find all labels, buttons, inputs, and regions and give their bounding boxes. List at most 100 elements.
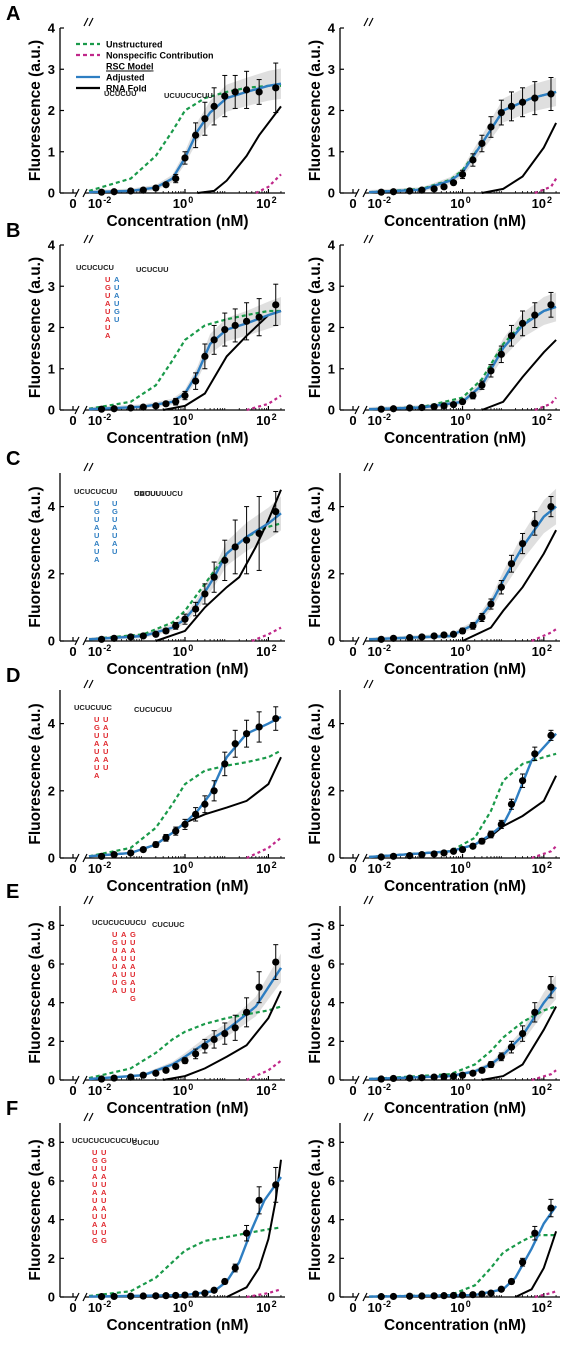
x-tick-label: 102 <box>532 643 552 659</box>
y-tick-label: 8 <box>328 1135 335 1150</box>
x-tick-exponent: -2 <box>383 412 391 422</box>
data-point <box>201 115 209 123</box>
series-rna-fold <box>226 1159 282 1298</box>
rna-base: U <box>130 938 135 947</box>
data-point <box>162 1292 170 1300</box>
data-point <box>272 958 280 966</box>
axis-break-mark <box>362 636 368 646</box>
rna-base: A <box>92 1172 98 1181</box>
axis-break-mark <box>74 853 80 863</box>
rna-base: U <box>103 731 108 740</box>
data-point <box>458 398 467 406</box>
series-rna-fold <box>481 122 557 194</box>
x-tick-label: 10-2 <box>88 412 111 428</box>
rna-base: U <box>130 986 135 995</box>
data-point <box>497 1285 505 1293</box>
data-point <box>507 800 516 808</box>
x-tick-exponent: -2 <box>383 195 391 205</box>
rna-strand: UCUCUU <box>104 89 137 98</box>
axis-break-mark <box>363 17 369 27</box>
axis-break-mark <box>354 405 360 415</box>
data-point <box>192 377 200 385</box>
confidence-band <box>89 68 281 193</box>
series-nonspecific <box>251 626 282 643</box>
data-point <box>210 102 218 110</box>
rna-base: A <box>94 739 100 748</box>
x-tick-label: 10-2 <box>88 195 111 211</box>
x-tick-exponent: -2 <box>103 643 111 653</box>
y-tick-label: 6 <box>328 1174 335 1189</box>
y-tick-label: 4 <box>48 21 56 36</box>
x-tick-label: 100 <box>173 860 193 876</box>
x-tick-label: 10-2 <box>367 412 390 428</box>
x-axis-label: Concentration (nM) <box>384 1317 526 1334</box>
y-tick-label: 4 <box>48 995 56 1010</box>
x-tick-exponent: 0 <box>188 860 193 870</box>
axis-break-mark <box>368 17 374 27</box>
rna-base: U <box>92 1180 97 1189</box>
data-point <box>507 102 516 110</box>
axis-break-mark <box>74 1292 80 1302</box>
data-point <box>478 1290 486 1298</box>
data-point <box>487 830 495 839</box>
rna-base: U <box>92 1196 97 1205</box>
x-tick-exponent: -2 <box>103 860 111 870</box>
x-tick-exponent: 2 <box>272 1299 277 1309</box>
x-axis-label: Concentration (nM) <box>384 661 526 678</box>
data-point <box>406 187 414 195</box>
y-axis-label: Fluorescence (a.u.) <box>307 486 324 627</box>
data-point <box>152 840 160 849</box>
rna-base: U <box>105 323 110 332</box>
axis-break-mark <box>88 462 94 472</box>
y-tick-label: 0 <box>328 1073 335 1088</box>
x-tick-exponent: -2 <box>103 1082 111 1092</box>
series-unstructured <box>88 749 282 858</box>
x-tick-label: 0 <box>69 1300 76 1315</box>
rna-base: U <box>94 763 99 772</box>
rna-base: U <box>101 1180 106 1189</box>
rna-base: U <box>101 1212 106 1221</box>
y-axis-label: Fluorescence (a.u.) <box>27 257 44 398</box>
series-rna-fold <box>88 756 282 858</box>
panel-label: A <box>6 3 20 25</box>
x-tick-label: 10-2 <box>367 860 390 876</box>
data-point <box>418 1292 426 1300</box>
data-point <box>231 543 239 551</box>
data-point <box>469 391 477 400</box>
y-axis-label: Fluorescence (a.u.) <box>307 40 324 181</box>
data-point <box>272 84 280 92</box>
series-rna-fold <box>197 105 282 194</box>
data-point <box>110 188 118 196</box>
data-point <box>531 1229 539 1237</box>
y-tick-label: 4 <box>48 499 56 514</box>
rna-base: A <box>103 739 109 748</box>
y-tick-label: 6 <box>48 957 55 972</box>
axis-break-mark <box>88 679 94 689</box>
data-point <box>162 181 170 189</box>
rna-base: U <box>101 1148 106 1157</box>
x-tick-label: 10-2 <box>88 1299 111 1315</box>
data-point <box>377 405 385 413</box>
x-tick-exponent: 2 <box>547 1082 552 1092</box>
series-unstructured <box>368 1005 557 1081</box>
legend-label: Nonspecific Contribution <box>106 51 214 61</box>
rna-base: U <box>94 747 99 756</box>
axis-break-mark <box>83 17 89 27</box>
x-tick-exponent: 2 <box>272 195 277 205</box>
rna-base: A <box>105 299 111 308</box>
y-tick-label: 2 <box>328 320 335 335</box>
y-tick-label: 3 <box>48 279 55 294</box>
axis-break-mark <box>83 1112 89 1122</box>
data-point <box>440 631 448 639</box>
axis-break-mark <box>82 405 88 415</box>
data-point <box>152 402 160 410</box>
series-rna-fold <box>514 1230 558 1298</box>
y-tick-label: 4 <box>48 716 56 731</box>
y-tick-label: 1 <box>328 361 335 376</box>
data-point <box>458 170 467 179</box>
x-tick-label: 100 <box>173 1082 193 1098</box>
series-adjusted <box>88 82 282 194</box>
axis-break-mark <box>88 17 94 27</box>
y-axis-label: Fluorescence (a.u.) <box>307 922 324 1063</box>
